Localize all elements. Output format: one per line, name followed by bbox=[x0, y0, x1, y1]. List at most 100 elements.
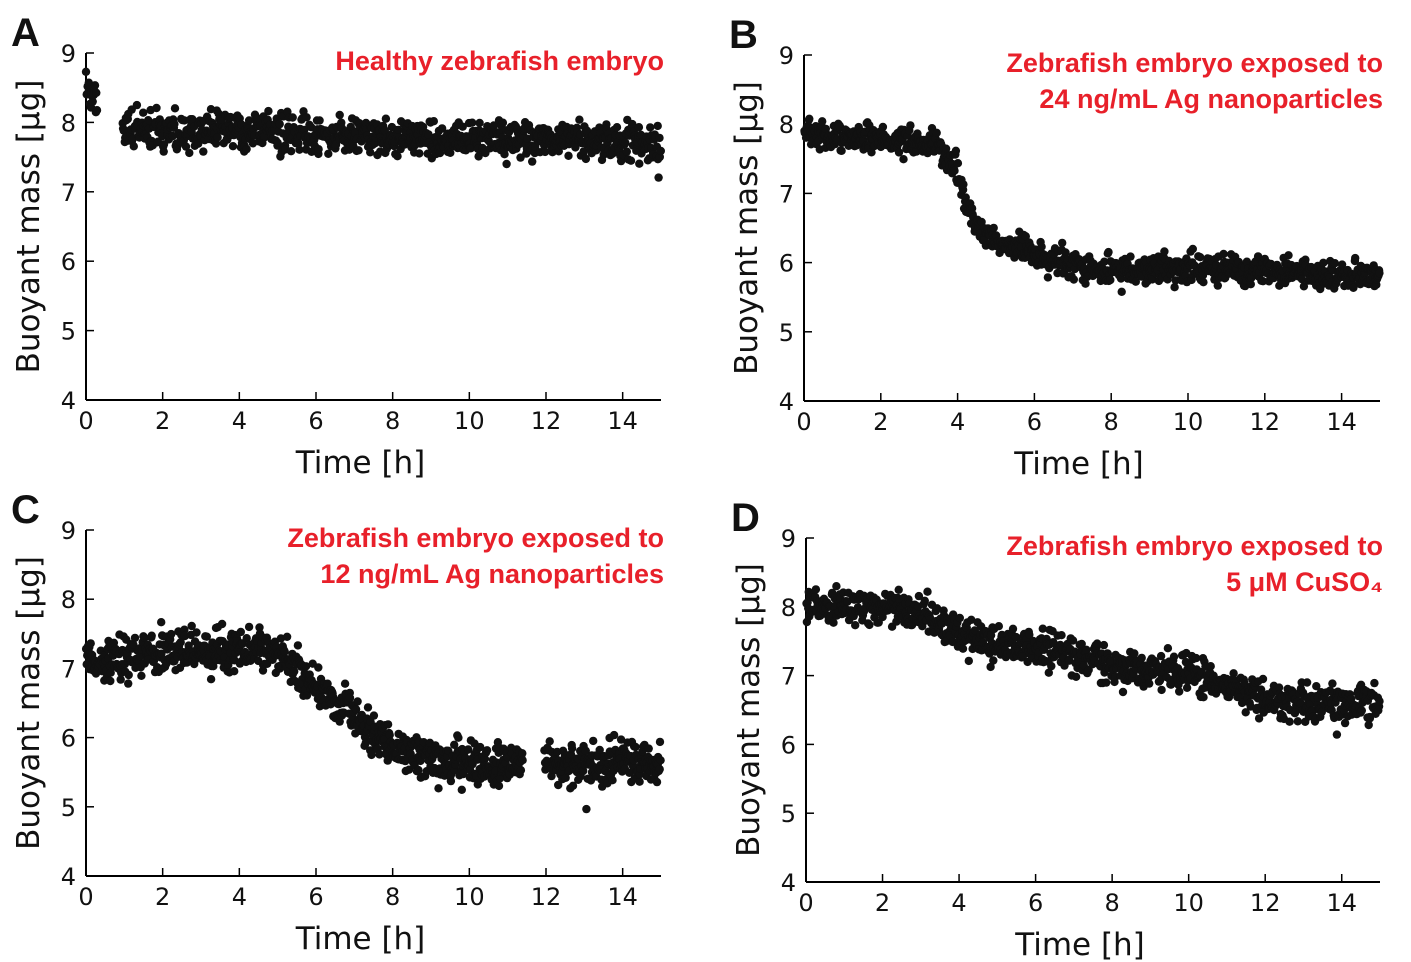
data-point bbox=[323, 679, 332, 688]
data-point bbox=[829, 618, 838, 627]
x-tick-label: 14 bbox=[607, 883, 638, 911]
data-point bbox=[851, 621, 860, 630]
data-point bbox=[1104, 247, 1113, 257]
data-point bbox=[941, 144, 951, 153]
data-point bbox=[1364, 720, 1373, 730]
data-point bbox=[255, 623, 264, 632]
data-point bbox=[656, 756, 665, 765]
data-point bbox=[340, 679, 350, 688]
data-point bbox=[1299, 282, 1309, 291]
data-point bbox=[86, 639, 95, 648]
x-tick-label: 4 bbox=[951, 889, 966, 917]
data-point bbox=[631, 742, 640, 752]
data-point bbox=[516, 766, 526, 775]
data-point bbox=[419, 738, 428, 747]
data-point bbox=[1253, 252, 1263, 261]
data-point bbox=[137, 671, 146, 680]
data-point bbox=[575, 115, 584, 124]
chart-a: 0 2 4 6 8 10 12 14 4 5 6 7 8 9 Time [h] Buoyant mass [μ… bbox=[11, 11, 665, 481]
data-point bbox=[635, 159, 644, 168]
y-tick-label: 7 bbox=[779, 180, 794, 208]
data-point bbox=[353, 697, 362, 706]
x-tick-label: 2 bbox=[875, 889, 890, 917]
x-tick-label: 4 bbox=[232, 883, 247, 911]
data-point bbox=[157, 618, 166, 627]
data-point bbox=[656, 146, 665, 156]
y-axis-title: Buoyant mass [μg] bbox=[729, 81, 765, 375]
data-point bbox=[1357, 706, 1367, 715]
data-point bbox=[1246, 280, 1256, 289]
data-point bbox=[528, 157, 537, 166]
x-tick-label: 10 bbox=[454, 407, 485, 435]
data-point bbox=[540, 147, 550, 157]
x-tick-label: 10 bbox=[1173, 889, 1204, 917]
y-tick-label: 7 bbox=[781, 663, 796, 691]
data-point bbox=[579, 147, 588, 156]
data-point bbox=[1137, 653, 1146, 663]
data-point bbox=[375, 750, 384, 759]
data-point bbox=[1254, 714, 1264, 723]
data-point bbox=[393, 152, 402, 161]
data-point bbox=[380, 126, 389, 135]
data-point bbox=[989, 656, 998, 665]
data-point bbox=[1044, 668, 1054, 677]
data-point bbox=[646, 123, 655, 132]
data-point bbox=[170, 119, 179, 129]
data-point bbox=[294, 139, 303, 148]
data-point bbox=[132, 100, 142, 110]
data-point bbox=[1175, 687, 1184, 696]
y-tick-label: 4 bbox=[779, 388, 794, 416]
data-point bbox=[242, 144, 251, 154]
data-point bbox=[489, 121, 498, 130]
data-point bbox=[381, 114, 391, 123]
data-point bbox=[92, 106, 102, 115]
data-point bbox=[1117, 287, 1126, 296]
data-point bbox=[124, 670, 133, 680]
y-tick-label: 9 bbox=[61, 40, 76, 68]
data-point bbox=[228, 142, 238, 151]
data-point bbox=[1021, 232, 1030, 241]
data-point bbox=[1038, 624, 1048, 633]
data-point bbox=[1156, 651, 1166, 661]
data-point bbox=[415, 149, 424, 158]
data-point bbox=[621, 138, 630, 148]
data-point bbox=[1157, 685, 1166, 695]
data-point bbox=[626, 156, 636, 165]
y-tick-label: 8 bbox=[61, 586, 76, 614]
data-point bbox=[159, 147, 168, 156]
data-point bbox=[155, 115, 164, 124]
data-point bbox=[568, 781, 578, 790]
data-point bbox=[314, 145, 323, 154]
data-point bbox=[315, 116, 324, 125]
data-point bbox=[106, 676, 115, 686]
data-point bbox=[1182, 683, 1192, 692]
x-tick-label: 2 bbox=[873, 408, 888, 436]
data-point bbox=[1077, 639, 1086, 649]
chart-d: 0 2 4 6 8 10 12 14 4 5 6 7 8 9 Time [h] Buoyant mass [μ… bbox=[731, 496, 1384, 962]
data-point bbox=[264, 106, 273, 116]
data-point bbox=[1199, 693, 1208, 702]
data-point bbox=[923, 587, 932, 596]
y-tick-label: 8 bbox=[779, 111, 794, 139]
data-point bbox=[194, 139, 203, 148]
data-point bbox=[475, 118, 484, 128]
x-tick-label: 6 bbox=[308, 407, 323, 435]
data-point bbox=[951, 146, 961, 155]
data-point bbox=[977, 217, 986, 227]
data-point bbox=[176, 638, 185, 647]
data-point bbox=[1170, 283, 1179, 292]
panel-annotation: 5 μM CuSO₄ bbox=[1226, 567, 1383, 597]
data-point bbox=[955, 613, 964, 623]
y-tick-label: 4 bbox=[781, 869, 796, 897]
scatter-series bbox=[81, 618, 665, 814]
x-tick-label: 0 bbox=[798, 889, 813, 917]
data-point bbox=[1302, 678, 1312, 687]
data-point bbox=[1258, 674, 1268, 684]
data-point bbox=[1293, 717, 1303, 726]
data-point bbox=[878, 122, 888, 132]
data-point bbox=[383, 720, 393, 729]
data-point bbox=[480, 754, 490, 764]
x-tick-label: 6 bbox=[1027, 408, 1042, 436]
data-point bbox=[500, 150, 509, 159]
